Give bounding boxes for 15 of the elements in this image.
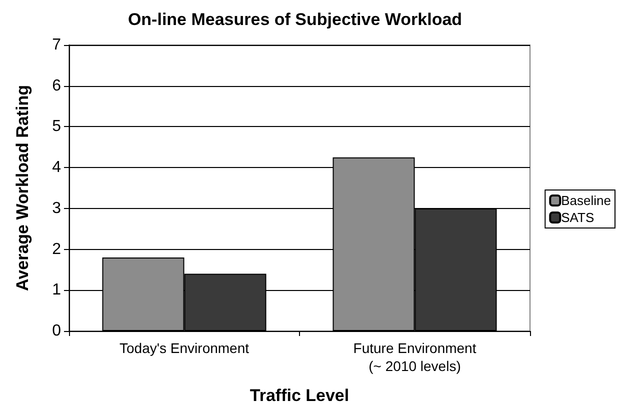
y-axis-title: Average Workload Rating: [13, 85, 32, 291]
legend-label: Baseline: [561, 193, 612, 208]
chart-title: On-line Measures of Subjective Workload: [128, 10, 462, 29]
y-tick-label: 2: [52, 240, 62, 258]
y-tick-label: 6: [52, 77, 62, 94]
y-tick-label: 7: [52, 36, 62, 54]
x-tick-label: Future Environment (~ 2010 levels): [353, 340, 476, 374]
x-tick-label: Today's Environment: [119, 340, 250, 356]
legend-label: SATS: [561, 210, 594, 225]
y-tick-label: 1: [52, 282, 62, 299]
y-tick-label: 0: [52, 322, 62, 340]
y-tick-label: 4: [52, 159, 62, 176]
y-tick-label: 5: [52, 118, 62, 136]
y-tick-label: 3: [52, 200, 62, 217]
x-axis-title: Traffic Level: [250, 386, 350, 405]
